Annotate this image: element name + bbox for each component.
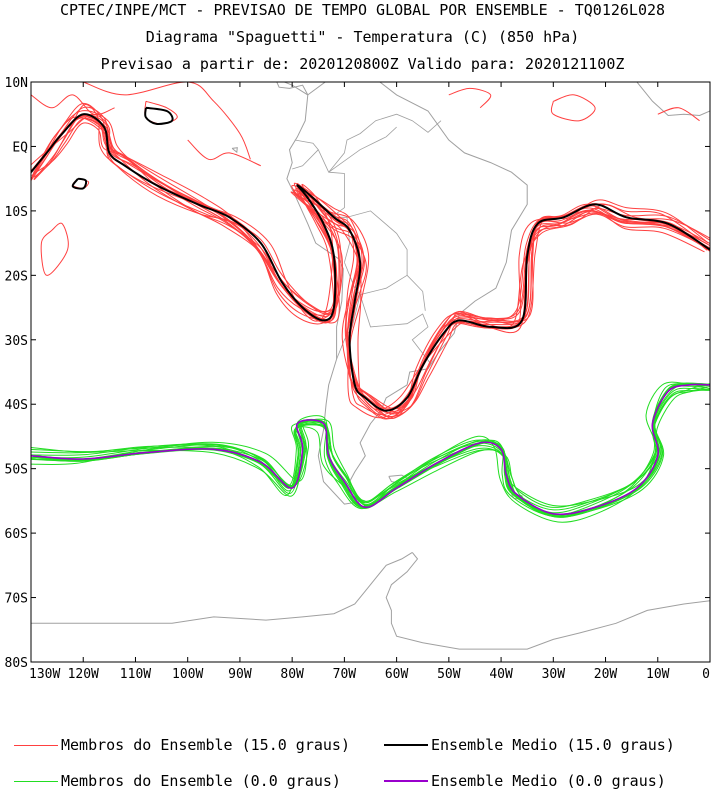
member-15-fragment xyxy=(40,222,69,276)
lat-tick-label: 10N xyxy=(5,76,28,91)
lon-tick-label: 60W xyxy=(385,667,409,682)
member-15-fragment xyxy=(657,107,700,122)
legend-mean-15: Ensemble Medio (15.0 graus) xyxy=(384,736,675,754)
coastline-segment xyxy=(636,82,710,117)
legend-swatch-black xyxy=(384,744,428,746)
coastline-layer xyxy=(31,0,710,650)
legend-swatch-green xyxy=(14,780,58,782)
plot-area xyxy=(31,0,710,650)
member-15-line xyxy=(31,106,710,420)
lon-tick-label: 90W xyxy=(228,667,252,682)
legend-swatch-purple xyxy=(384,780,428,782)
country-border xyxy=(292,139,319,170)
lon-tick-label: 80W xyxy=(280,667,304,682)
legend-members-15: Membros do Ensemble (15.0 graus) xyxy=(14,736,350,754)
mean-15-closed-contour xyxy=(144,106,174,125)
coastline-segment xyxy=(286,82,528,505)
member-15-line xyxy=(33,103,702,419)
mean-0-line xyxy=(31,383,710,516)
member-15-fragment xyxy=(187,139,261,167)
member-15-line xyxy=(34,122,705,414)
lat-tick-label: 80S xyxy=(5,656,28,671)
header-title-line-2: Diagrama "Spaguetti" - Temperatura (C) (… xyxy=(145,28,580,46)
legend-label-mean-0: Ensemble Medio (0.0 graus) xyxy=(431,772,666,790)
coastline-segment xyxy=(283,82,309,96)
member-15-line xyxy=(36,116,710,410)
legend-members-0: Membros do Ensemble (0.0 graus) xyxy=(14,772,341,790)
lat-tick-label: 50S xyxy=(5,463,28,478)
coastline-segment xyxy=(276,82,309,96)
lat-tick-label: 20S xyxy=(5,269,28,284)
map-frame xyxy=(30,81,711,663)
legend-swatch-red xyxy=(14,744,58,746)
member-0-line xyxy=(31,385,710,518)
country-border xyxy=(344,210,408,296)
ensemble-members-layer xyxy=(31,82,710,523)
lon-tick-label: 110W xyxy=(120,667,151,682)
member-15-line xyxy=(31,113,708,411)
legend-mean-0: Ensemble Medio (0.0 graus) xyxy=(384,772,666,790)
member-15-fragment xyxy=(31,94,115,116)
lon-tick-label: 100W xyxy=(172,667,203,682)
header-title-line-3: Previsao a partir de: 2020120800Z Valido… xyxy=(100,55,625,73)
lat-tick-label: 30S xyxy=(5,334,28,349)
legend-label-members-15: Membros do Ensemble (15.0 graus) xyxy=(61,736,350,754)
header-title-line-1: CPTEC/INPE/MCT - PREVISAO DE TEMPO GLOBA… xyxy=(59,1,666,19)
legend-label-members-0: Membros do Ensemble (0.0 graus) xyxy=(61,772,341,790)
mean-15-line xyxy=(31,113,710,412)
lon-tick-label: 50W xyxy=(437,667,461,682)
lat-tick-label: 60S xyxy=(5,527,28,542)
member-15-fragment xyxy=(448,87,492,109)
lon-tick-label: 130W xyxy=(29,667,60,682)
member-15-line xyxy=(33,113,708,420)
member-0-line xyxy=(31,383,710,518)
mean-15-closed-contour xyxy=(71,177,88,190)
coastline-segment xyxy=(385,552,710,650)
lon-tick-label: 10W xyxy=(646,667,670,682)
country-border xyxy=(406,275,426,311)
coastline-segment xyxy=(266,0,352,27)
coastline-segment xyxy=(231,147,238,154)
lat-tick-label: 70S xyxy=(5,592,28,607)
legend-label-mean-15: Ensemble Medio (15.0 graus) xyxy=(431,736,675,754)
member-15-line xyxy=(31,110,710,420)
member-0-line xyxy=(31,387,710,516)
lat-tick-label: 40S xyxy=(5,398,28,413)
lat-tick-label: EQ xyxy=(12,140,28,155)
member-15-line xyxy=(31,102,709,416)
ensemble-means-layer xyxy=(31,106,710,516)
member-15-line xyxy=(33,117,707,418)
lon-tick-label: 0 xyxy=(702,667,710,682)
country-border xyxy=(328,126,397,173)
country-border xyxy=(328,113,442,173)
lat-tick-label: 10S xyxy=(5,205,28,220)
member-15-line xyxy=(31,114,710,410)
lon-tick-label: 40W xyxy=(489,667,513,682)
lon-tick-label: 20W xyxy=(594,667,618,682)
member-15-line xyxy=(31,113,710,418)
member-0-line xyxy=(31,383,710,507)
country-border xyxy=(359,294,431,364)
lon-tick-label: 120W xyxy=(68,667,99,682)
lon-tick-label: 30W xyxy=(542,667,566,682)
lon-tick-label: 70W xyxy=(333,667,357,682)
coastline-segment xyxy=(31,551,413,624)
member-15-line xyxy=(32,117,710,411)
member-15-fragment xyxy=(83,82,251,160)
member-15-fragment xyxy=(550,94,596,122)
